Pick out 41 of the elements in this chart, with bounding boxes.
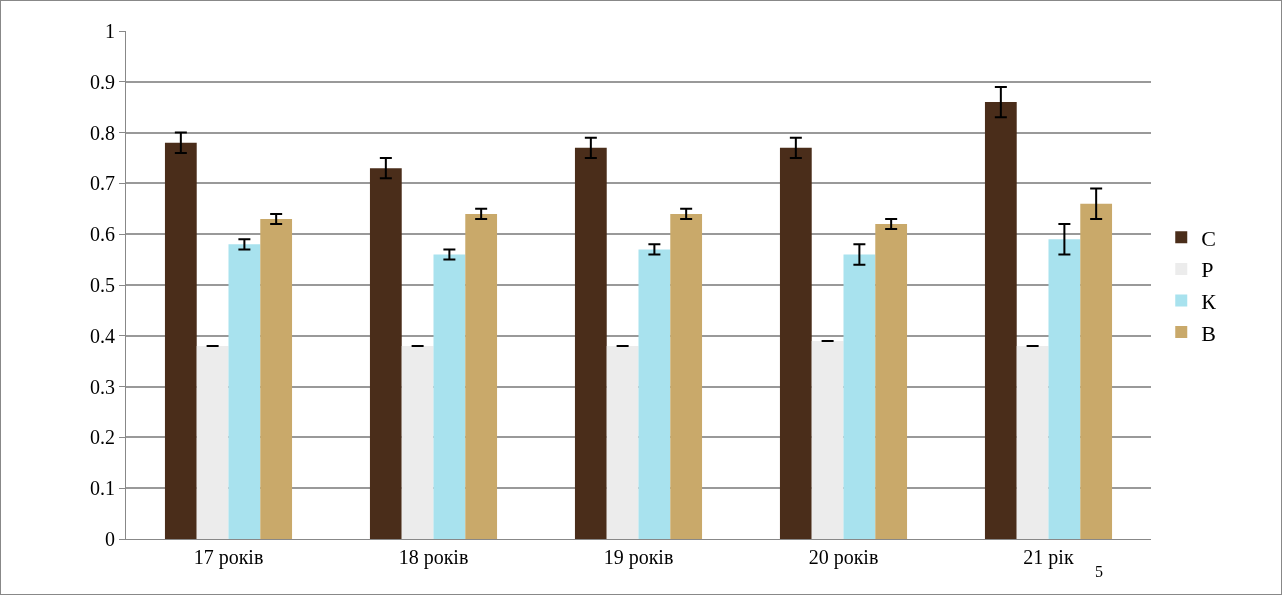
bar (1016, 345, 1049, 539)
bar (843, 254, 876, 539)
bar (606, 345, 639, 539)
y-tick-label: 0.5 (90, 274, 115, 296)
bar (401, 345, 434, 539)
y-tick-label: 0.2 (90, 426, 115, 449)
x-tick-label: 18 років (398, 546, 469, 569)
bar (369, 168, 402, 539)
bar (164, 142, 197, 539)
bar (670, 213, 703, 539)
legend-label: Р (1201, 257, 1214, 283)
y-tick-label: 0.6 (90, 223, 115, 246)
y-tick-label: 0 (105, 528, 115, 550)
y-tick-label: 0.4 (90, 324, 115, 347)
bar (875, 224, 908, 539)
bar (465, 213, 498, 539)
bar (433, 254, 466, 539)
bar (811, 340, 844, 539)
y-tick-label: 0.9 (90, 70, 115, 93)
bar (1048, 239, 1081, 539)
legend-label: С (1201, 225, 1216, 251)
bar (779, 147, 812, 539)
bar (984, 102, 1017, 539)
bar (260, 218, 293, 539)
x-tick-label: 19 років (603, 546, 674, 569)
y-tick-label: 0.7 (90, 172, 115, 195)
x-tick-label: 20 років (808, 546, 879, 569)
bar (574, 147, 607, 539)
y-tick-label: 0.1 (90, 477, 115, 500)
x-tick-label: 17 років (193, 546, 264, 569)
y-tick-label: 1 (105, 20, 115, 42)
bar (228, 244, 261, 539)
text: 5 (1095, 563, 1103, 580)
x-tick-label: 21 рік (1023, 546, 1074, 569)
bar (1080, 203, 1113, 539)
y-tick-label: 0.3 (90, 375, 115, 398)
legend-label: В (1201, 320, 1216, 346)
bar (638, 249, 671, 539)
y-tick-label: 0.8 (90, 121, 115, 144)
legend-label: К (1201, 289, 1217, 315)
bar (196, 345, 229, 539)
